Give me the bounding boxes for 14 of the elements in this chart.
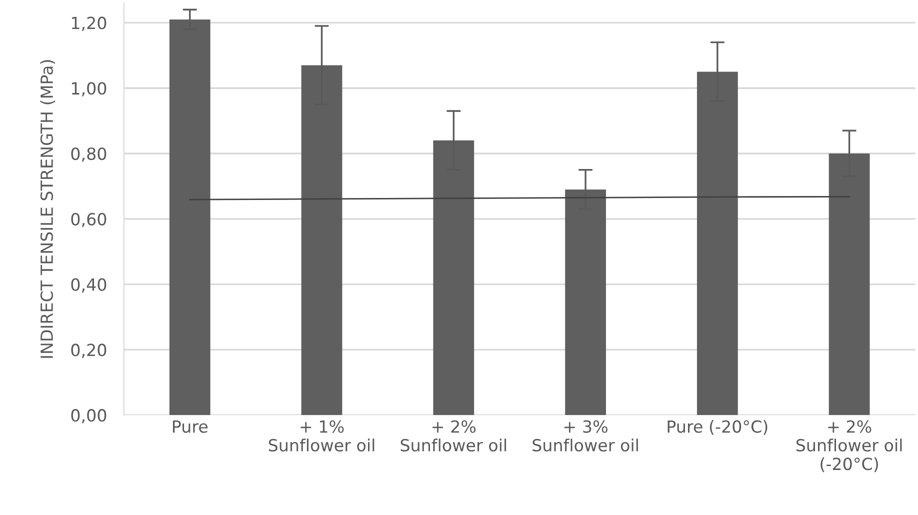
x-tick-label: Pure (-20°C) bbox=[668, 420, 768, 435]
x-tick-label: + 2% Sunflower oil (-20°C) bbox=[796, 420, 902, 472]
x-tick-label: + 1% Sunflower oil bbox=[268, 420, 374, 452]
y-axis-title: INDIRECT TENSILE STRENGTH (MPa) bbox=[40, 60, 55, 358]
y-tick-label: 1,20 bbox=[72, 16, 106, 31]
y-tick-label: 0,20 bbox=[71, 344, 106, 358]
y-tick-label: 0,40 bbox=[71, 278, 106, 293]
y-tick-label: 0,00 bbox=[71, 409, 106, 424]
x-tick-label: + 2% Sunflower oil bbox=[400, 420, 506, 452]
x-tick-label: Pure bbox=[172, 420, 208, 433]
y-tick-label: 1,00 bbox=[72, 82, 106, 96]
y-tick-label: 0,80 bbox=[71, 147, 106, 162]
y-tick-label: 0,60 bbox=[71, 212, 106, 228]
x-tick-label: + 3% Sunflower oil bbox=[532, 420, 638, 452]
